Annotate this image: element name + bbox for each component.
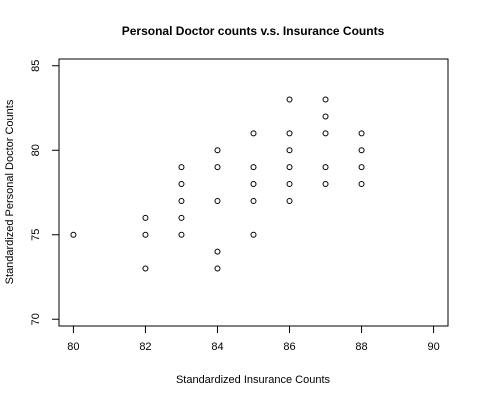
data-point (214, 265, 221, 272)
data-point (70, 231, 77, 238)
y-tick-label: 80 (30, 144, 42, 156)
data-point (322, 113, 329, 120)
data-point (322, 164, 329, 171)
x-axis-label: Standardized Insurance Counts (176, 374, 331, 386)
data-point (358, 181, 365, 188)
x-axis: 80 82 84 86 88 90 (67, 325, 440, 353)
x-tick-label: 88 (355, 341, 367, 353)
y-axis: 70 75 80 85 (30, 60, 60, 325)
data-point (214, 197, 221, 204)
data-point (358, 147, 365, 154)
data-point (250, 231, 257, 238)
data-point (322, 96, 329, 103)
data-point (142, 231, 149, 238)
data-point (142, 214, 149, 221)
data-point (178, 197, 185, 204)
data-point (178, 231, 185, 238)
data-points (70, 96, 365, 272)
data-point (178, 164, 185, 171)
data-point (286, 96, 293, 103)
y-tick-label: 75 (30, 229, 42, 241)
x-tick-label: 86 (283, 341, 295, 353)
data-point (250, 164, 257, 171)
x-tick-label: 80 (67, 341, 79, 353)
data-point (250, 197, 257, 204)
x-tick-label: 84 (211, 341, 223, 353)
x-tick-label: 82 (139, 341, 151, 353)
data-point (214, 248, 221, 255)
data-point (286, 164, 293, 171)
data-point (322, 181, 329, 188)
data-point (178, 214, 185, 221)
data-point (322, 130, 329, 137)
data-point (142, 265, 149, 272)
y-tick-label: 85 (30, 60, 42, 72)
data-point (214, 147, 221, 154)
data-point (286, 197, 293, 204)
data-point (358, 130, 365, 137)
data-point (286, 181, 293, 188)
data-point (178, 181, 185, 188)
plot-frame (58, 58, 449, 327)
data-point (286, 130, 293, 137)
data-point (214, 164, 221, 171)
x-tick-label: 90 (427, 341, 439, 353)
chart-title: Personal Doctor counts v.s. Insurance Co… (122, 24, 385, 38)
y-tick-label: 70 (30, 313, 42, 325)
data-point (250, 130, 257, 137)
y-axis-label: Standardized Personal Doctor Counts (4, 99, 16, 284)
data-point (358, 164, 365, 171)
data-point (250, 181, 257, 188)
data-point (286, 147, 293, 154)
